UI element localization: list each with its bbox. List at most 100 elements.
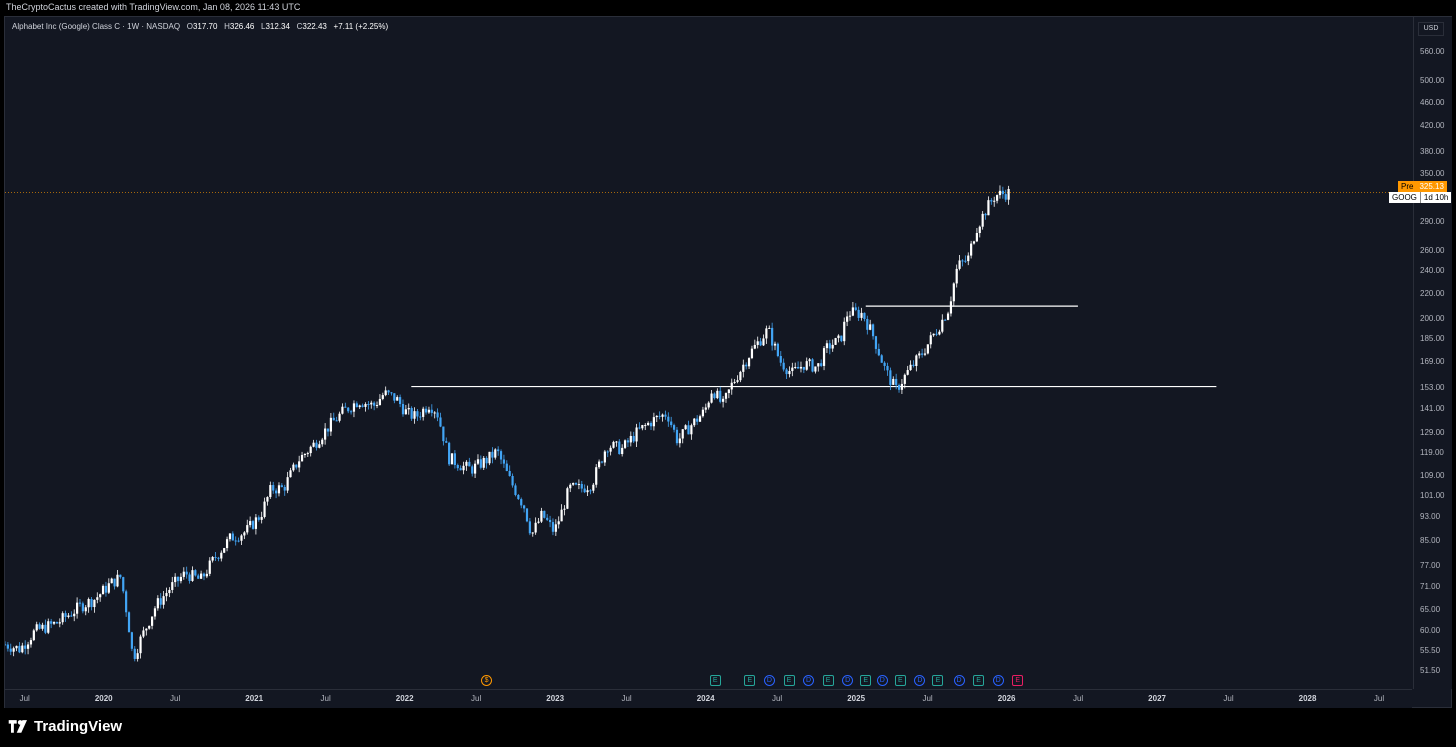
candle-body — [231, 533, 234, 541]
candle-body — [436, 412, 439, 418]
candle-body — [448, 442, 451, 465]
candle-body — [569, 484, 572, 489]
event-marker-e-icon[interactable]: E — [709, 675, 721, 686]
event-marker-e-icon[interactable]: E — [973, 675, 985, 686]
candle-body — [445, 441, 448, 443]
price-chart[interactable] — [5, 17, 1412, 689]
event-marker-d-icon[interactable]: D — [876, 675, 888, 686]
time-axis[interactable]: Jul 2020 Jul 2021 Jul 2022 Jul 2023 Jul 2024 Jul 20… — [5, 689, 1412, 709]
candle-body — [24, 645, 27, 649]
candle-body — [687, 425, 690, 435]
price-tick-label: 560.00 — [1420, 46, 1445, 56]
price-axis[interactable]: 51.50 55.50 60.00 65.00 71.00 77.00 85.00 93.00… — [1413, 17, 1452, 689]
candle-body — [341, 406, 344, 414]
event-marker-e-icon[interactable]: E — [894, 675, 906, 686]
candle-body — [736, 380, 739, 382]
currency-selector[interactable]: USD — [1418, 22, 1444, 36]
candle-body — [401, 403, 405, 415]
candle-body — [615, 441, 618, 443]
candle-body — [998, 190, 1002, 196]
candle-body — [125, 591, 128, 613]
candle-body — [176, 576, 180, 582]
candle-body — [739, 371, 742, 381]
symbol-legend: Alphabet Inc (Google) Class C · 1W · NAS… — [12, 22, 388, 31]
candle-body — [912, 364, 915, 366]
candle-body — [156, 598, 159, 609]
candle-body — [863, 312, 866, 319]
candle-body — [5, 644, 7, 646]
candle-body — [722, 398, 725, 402]
event-marker-e-icon[interactable]: E — [822, 675, 834, 686]
candle-body — [249, 521, 252, 526]
candle-body — [1004, 194, 1007, 200]
event-marker-e-icon[interactable]: E — [932, 675, 944, 686]
candle-body — [332, 417, 335, 421]
candle-body — [955, 268, 958, 284]
candle-body — [961, 260, 964, 262]
candle-body — [364, 403, 367, 407]
candle-body — [404, 409, 407, 415]
candle-body — [349, 411, 353, 413]
candle-body — [747, 358, 751, 367]
event-marker-d-icon[interactable]: D — [803, 675, 815, 686]
candle-body — [407, 407, 410, 410]
candle-body — [649, 422, 653, 427]
candle-body — [857, 309, 860, 318]
candle-body — [799, 366, 803, 369]
price-tick-label: 153.00 — [1420, 383, 1445, 393]
candle-body — [632, 435, 635, 442]
candle-body — [335, 420, 338, 422]
candle-body — [814, 366, 817, 372]
candle-body — [442, 426, 445, 442]
candle-body — [35, 624, 38, 631]
candle-body — [508, 470, 511, 476]
event-marker-d-icon[interactable]: D — [992, 675, 1004, 686]
candle-body — [560, 509, 563, 522]
candle-body — [211, 557, 214, 561]
candle-body — [18, 645, 21, 653]
price-tick-label: 109.00 — [1420, 471, 1445, 481]
candle-body — [58, 622, 61, 624]
candle-body — [422, 408, 425, 417]
candle-body — [877, 348, 880, 356]
candle-body — [246, 525, 249, 533]
event-marker-e-icon[interactable]: E — [1012, 675, 1024, 686]
candle-body — [419, 416, 422, 418]
candle-body — [179, 576, 183, 582]
event-marker-d-icon[interactable]: D — [763, 675, 775, 686]
time-tick-label: Jul — [922, 694, 933, 703]
candle-body — [716, 390, 719, 399]
candle-body — [563, 508, 566, 510]
candle-body — [139, 636, 142, 654]
event-marker-d-icon[interactable]: D — [914, 675, 926, 686]
event-marker-e-icon[interactable]: E — [744, 675, 756, 686]
candle-body — [55, 621, 59, 624]
candle-body — [808, 359, 811, 362]
candle-body — [12, 648, 15, 652]
candle-body — [237, 540, 240, 542]
candle-body — [592, 484, 595, 491]
candle-body — [15, 645, 18, 649]
candle-body — [782, 362, 785, 370]
event-marker-s-icon[interactable]: $ — [481, 675, 493, 686]
candle-body — [903, 374, 906, 384]
chart-plot-area[interactable] — [5, 17, 1412, 689]
event-marker-d-icon[interactable]: D — [842, 675, 854, 686]
candle-body — [433, 412, 436, 414]
event-marker-d-icon[interactable]: D — [953, 675, 965, 686]
event-marker-e-icon[interactable]: E — [860, 675, 872, 686]
price-tick-label: 141.00 — [1420, 404, 1445, 414]
candle-body — [280, 485, 283, 487]
candle-body — [286, 477, 289, 491]
candle-body — [791, 367, 794, 372]
candle-body — [142, 630, 145, 637]
candle-body — [52, 621, 56, 624]
candle-body — [586, 490, 589, 493]
brand[interactable]: TradingView — [8, 718, 122, 735]
candle-body — [243, 532, 246, 536]
candle-body — [214, 557, 217, 559]
event-marker-e-icon[interactable]: E — [783, 675, 795, 686]
candle-body — [523, 505, 526, 509]
candle-body — [698, 416, 702, 422]
candle-body — [733, 381, 736, 383]
